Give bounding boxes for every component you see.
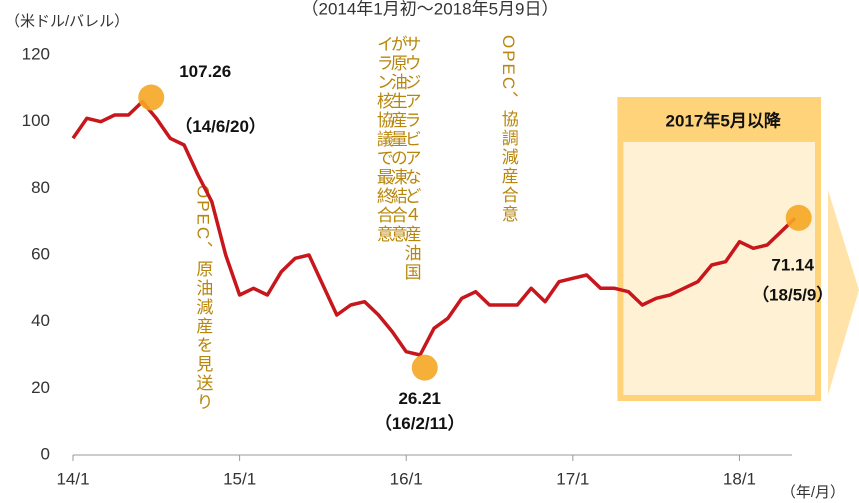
annotation: サウジアラビアなど４産油国: [402, 35, 422, 282]
highlight-value: 26.21: [398, 389, 441, 408]
y-tick-label: 0: [41, 444, 50, 463]
highlight-marker: [785, 204, 812, 231]
highlight-date: （18/5/9）: [752, 284, 833, 304]
y-tick-label: 80: [31, 178, 50, 197]
arrow: [828, 190, 859, 395]
y-tick-label: 40: [31, 311, 50, 330]
x-tick-label: 17/1: [556, 469, 589, 488]
highlight-marker: [411, 354, 438, 381]
period-box: [617, 97, 822, 401]
x-tick-label: 15/1: [223, 469, 256, 488]
highlight-marker: [138, 84, 165, 111]
y-axis-label: （米ドル/バレル）: [5, 13, 129, 30]
highlight-value: 71.14: [771, 255, 814, 274]
y-tick-label: 100: [22, 111, 50, 130]
highlight-value: 107.26: [179, 62, 231, 81]
period-header: [620, 100, 818, 142]
y-tick-label: 120: [22, 44, 50, 63]
period-label: 2017年5月以降: [666, 110, 782, 130]
annotation: OPEC、協調減産合意: [499, 35, 519, 224]
x-tick-label: 14/1: [56, 469, 89, 488]
x-axis-label: （年/月）: [781, 484, 845, 501]
x-tick-label: 16/1: [390, 469, 423, 488]
annotation: OPEC、原油減産を見送り: [193, 185, 213, 412]
highlight-date: （16/2/11）: [375, 413, 465, 433]
y-tick-label: 60: [31, 244, 50, 263]
x-tick-label: 18/1: [723, 469, 756, 488]
chart-subtitle: （2014年1月初～2018年5月9日）: [301, 0, 558, 18]
annotation: が原油生産量の凍結合意: [388, 35, 408, 244]
y-tick-label: 20: [31, 378, 50, 397]
highlight-date: （14/6/20）: [175, 116, 266, 136]
annotation: イラン核協議で最終合意: [374, 35, 394, 244]
price-line: [71, 99, 797, 357]
